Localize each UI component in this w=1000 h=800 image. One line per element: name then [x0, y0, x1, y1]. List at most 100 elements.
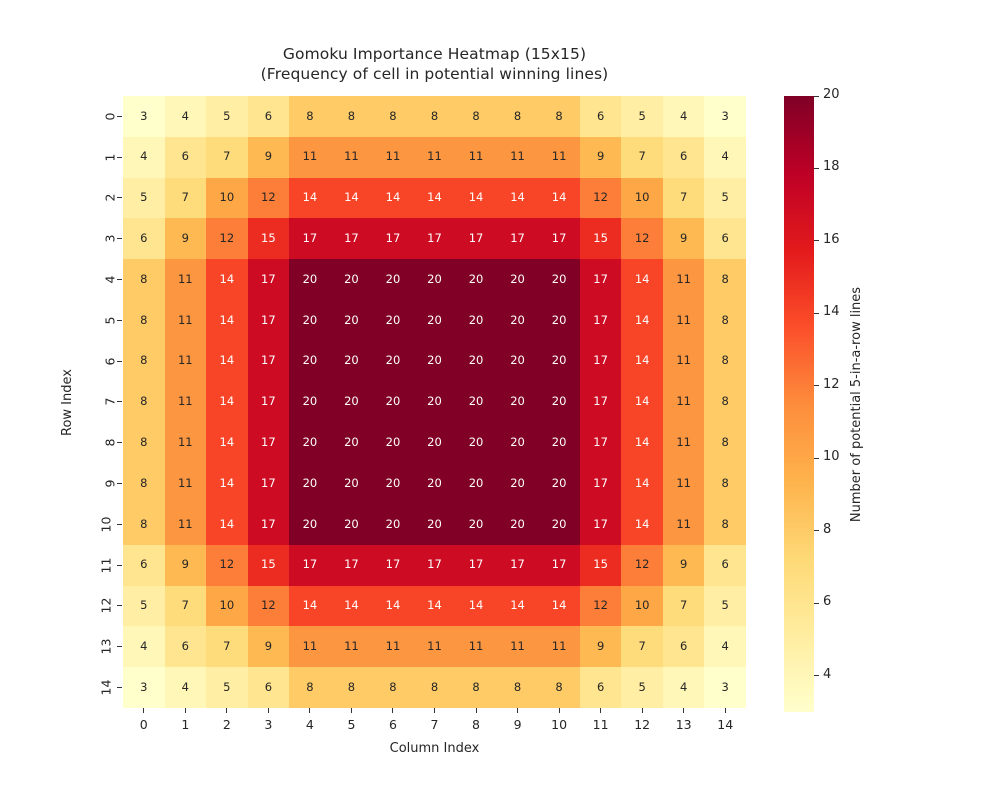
heatmap-cell: 8: [538, 667, 580, 708]
heatmap-cell: 4: [164, 667, 207, 708]
heatmap-cell: 17: [413, 218, 456, 260]
heatmap-cell: 5: [123, 585, 165, 627]
heatmap-cell: 14: [206, 299, 248, 341]
heatmap-cell: 12: [206, 218, 248, 260]
x-tick-mark: [641, 708, 643, 713]
heatmap-cell: 17: [455, 544, 497, 586]
colorbar-tick-mark: [814, 385, 819, 387]
x-axis-tick-marks: [123, 708, 746, 714]
heatmap-cell: 10: [621, 585, 663, 627]
heatmap-cell: 20: [455, 381, 497, 423]
heatmap-cell: 11: [330, 136, 373, 178]
heatmap-cell: 20: [496, 463, 539, 504]
heatmap-cell: 11: [538, 626, 580, 668]
heatmap-cell: 11: [413, 136, 456, 178]
heatmap-cell: 20: [330, 259, 373, 300]
y-tick-label: 10: [88, 504, 114, 545]
heatmap-cell: 8: [289, 667, 331, 708]
heatmap-cell: 20: [455, 422, 497, 464]
heatmap-cell: 8: [704, 503, 746, 545]
heatmap-cell: 12: [621, 544, 663, 586]
heatmap-cell: 5: [704, 177, 746, 219]
heatmap-cell: 11: [496, 136, 539, 178]
heatmap-cell: 8: [704, 299, 746, 341]
heatmap-cell: 20: [413, 299, 456, 341]
x-tick-label: 6: [388, 717, 397, 732]
heatmap-cell: 14: [621, 422, 663, 464]
heatmap-cell: 4: [704, 136, 746, 178]
heatmap-cell: 11: [372, 626, 414, 668]
heatmap-cell: 9: [579, 136, 622, 178]
heatmap-cell: 12: [579, 177, 622, 219]
heatmap-cell: 14: [621, 340, 663, 382]
title-line-1: Gomoku Importance Heatmap (15x15): [282, 45, 587, 63]
colorbar-tick-label: 12: [823, 376, 840, 392]
heatmap-cell: 6: [704, 544, 746, 586]
heatmap-cell: 5: [206, 667, 248, 708]
x-tick-mark: [350, 708, 352, 713]
heatmap-cell: 5: [621, 96, 663, 137]
heatmap-cell: 8: [704, 422, 746, 464]
heatmap-cell: 11: [662, 503, 705, 545]
y-tick-mark: [117, 442, 122, 444]
heatmap-cell: 9: [247, 626, 290, 668]
heatmap-cell: 20: [372, 259, 414, 300]
heatmap-cell: 20: [455, 340, 497, 382]
heatmap-cell: 20: [330, 422, 373, 464]
heatmap-cell: 17: [579, 463, 622, 504]
heatmap-cell: 8: [538, 96, 580, 137]
y-tick-label-text: 12: [98, 598, 114, 614]
heatmap-cell: 8: [123, 503, 165, 545]
heatmap-cell: 3: [704, 96, 746, 137]
heatmap-cell: 20: [413, 463, 456, 504]
heatmap-cell: 8: [704, 381, 746, 423]
heatmap-cell: 14: [206, 340, 248, 382]
heatmap-cell: 7: [164, 585, 207, 627]
heatmap-cell: 20: [289, 340, 331, 382]
heatmap-cell: 20: [289, 381, 331, 423]
heatmap-cell: 11: [164, 299, 207, 341]
heatmap-cell: 20: [330, 381, 373, 423]
heatmap-cell: 20: [496, 299, 539, 341]
heatmap-cell: 7: [206, 626, 248, 668]
y-tick-label: 8: [88, 422, 118, 463]
y-tick-label: 4: [88, 259, 118, 300]
colorbar-label-text: Number of potential 5-in-a-row lines: [849, 286, 865, 522]
y-tick-mark: [117, 523, 122, 525]
heatmap-cell: 14: [206, 422, 248, 464]
colorbar-tick-label: 6: [823, 594, 832, 610]
y-tick-label-text: 0: [102, 112, 118, 121]
heatmap-cell: 4: [164, 96, 207, 137]
x-tick-mark: [392, 708, 394, 713]
heatmap-cell: 17: [496, 544, 539, 586]
x-tick-mark: [433, 708, 435, 713]
y-tick-label: 9: [88, 463, 118, 504]
heatmap-cell: 7: [662, 585, 705, 627]
heatmap-cell: 17: [330, 218, 373, 260]
heatmap-cell: 11: [413, 626, 456, 668]
heatmap-cell: 6: [704, 218, 746, 260]
heatmap-cell: 17: [538, 544, 580, 586]
y-tick-label: 5: [88, 300, 118, 341]
heatmap-cell: 11: [164, 259, 207, 300]
heatmap-cell: 20: [496, 422, 539, 464]
y-tick-mark: [117, 687, 122, 689]
heatmap-cell: 20: [538, 299, 580, 341]
colorbar-tick-mark: [814, 312, 819, 314]
y-tick-label-text: 3: [102, 234, 118, 243]
y-tick-mark: [117, 360, 122, 362]
heatmap-cell: 20: [496, 381, 539, 423]
heatmap-cell: 15: [247, 544, 290, 586]
heatmap-cell: 20: [413, 503, 456, 545]
heatmap-cell: 20: [413, 422, 456, 464]
heatmap-cell: 14: [538, 177, 580, 219]
colorbar-tick-mark: [814, 240, 819, 242]
y-tick-label-text: 6: [102, 357, 118, 366]
heatmap-cell: 8: [704, 340, 746, 382]
heatmap-cell: 14: [372, 177, 414, 219]
heatmap-cell: 8: [455, 96, 497, 137]
heatmap-cell: 11: [662, 381, 705, 423]
heatmap-cell: 17: [330, 544, 373, 586]
heatmap-cell: 17: [247, 381, 290, 423]
heatmap-cell: 8: [330, 667, 373, 708]
